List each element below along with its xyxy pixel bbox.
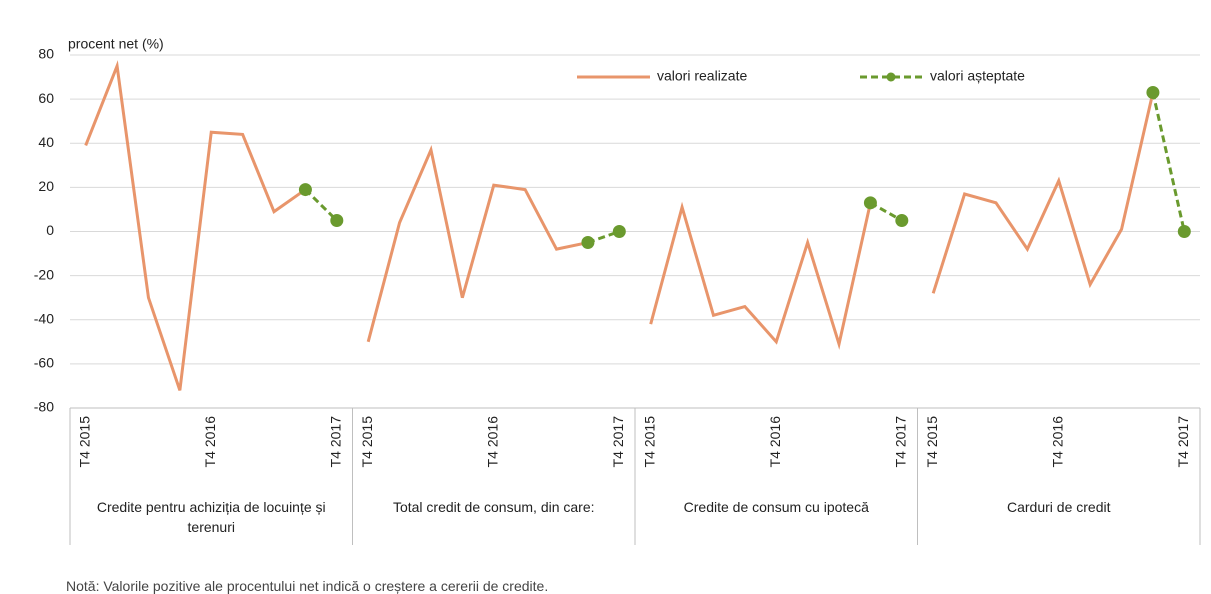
y-tick-label: -40 — [34, 310, 54, 326]
y-tick-label: 0 — [46, 222, 54, 238]
legend-marker — [886, 72, 896, 82]
point — [1146, 86, 1160, 100]
y-tick-label: -20 — [34, 266, 54, 282]
group-label: Total credit de consum, din care: — [392, 499, 595, 515]
group-label: Carduri de credit — [1007, 499, 1111, 515]
y-tick-label: 60 — [38, 90, 54, 106]
legend-label: valori realizate — [657, 68, 747, 84]
x-tick-label: T4 2015 — [924, 416, 940, 468]
series-line — [366, 144, 589, 343]
x-tick-label: T4 2017 — [1175, 416, 1191, 468]
point — [1177, 225, 1191, 238]
point — [330, 213, 344, 227]
y-tick-label: -80 — [34, 399, 54, 415]
x-tick-label: T4 2015 — [641, 416, 657, 468]
series-line — [1151, 92, 1186, 232]
x-tick-label: T4 2016 — [202, 416, 218, 468]
y-tick-label: -60 — [34, 355, 54, 371]
series-line — [304, 188, 338, 222]
x-tick-label: T4 2016 — [1049, 416, 1065, 468]
y-tick-label: 80 — [38, 46, 54, 62]
series-line — [649, 201, 872, 350]
point — [863, 196, 877, 210]
x-tick-label: T4 2016 — [484, 416, 500, 468]
point — [612, 225, 626, 238]
point — [581, 236, 595, 250]
x-tick-label: T4 2015 — [76, 416, 92, 468]
y-axis-label: procent net (%) — [68, 36, 164, 52]
y-tick-label: 40 — [38, 134, 54, 150]
series-line — [931, 92, 1155, 294]
y-tick-label: 20 — [38, 178, 54, 194]
x-tick-label: T4 2015 — [359, 416, 375, 468]
note: Notă: Valorile pozitive ale procentului … — [66, 578, 549, 594]
x-tick-label: T4 2017 — [893, 416, 909, 468]
series-line — [84, 60, 307, 391]
x-tick-label: T4 2017 — [610, 416, 626, 468]
point — [895, 213, 909, 227]
group-label: Credite pentru achiziția de locuințe și … — [96, 499, 326, 535]
legend-label: valori așteptate — [930, 68, 1025, 84]
x-tick-label: T4 2017 — [328, 416, 344, 468]
x-tick-label: T4 2016 — [767, 416, 783, 468]
point — [298, 183, 312, 197]
group-label: Credite de consum cu ipotecă — [683, 499, 869, 515]
